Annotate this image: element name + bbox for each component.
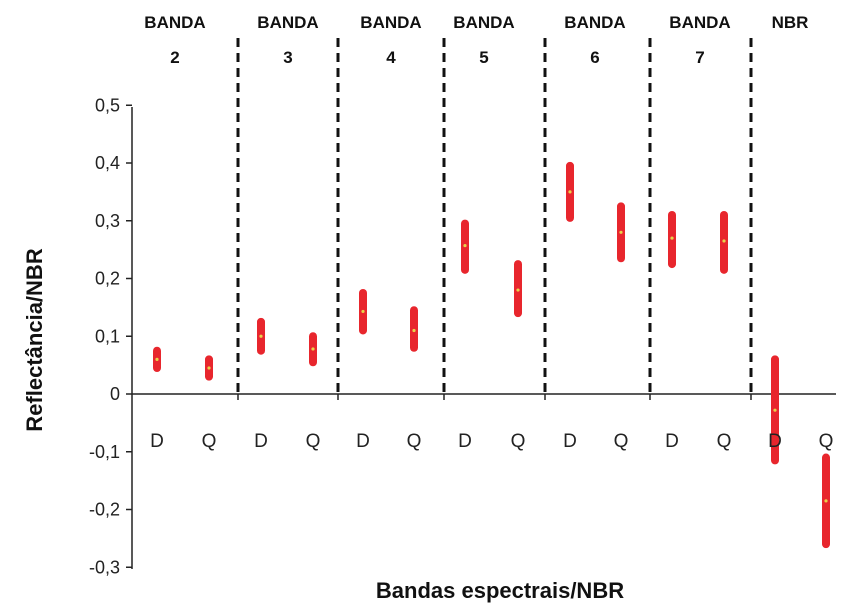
mean-marker	[412, 328, 416, 333]
group-label-title: NBR	[772, 13, 809, 32]
group-label-number: 4	[386, 48, 396, 67]
category-label: Q	[717, 431, 732, 452]
mean-marker	[361, 309, 365, 314]
mean-marker	[722, 239, 726, 243]
y-tick-label: -0,3	[89, 557, 120, 577]
mean-marker	[619, 230, 623, 234]
mean-marker	[259, 334, 263, 338]
y-tick-label: -0,1	[89, 442, 120, 462]
y-tick-label: 0,4	[95, 153, 120, 173]
category-label: Q	[511, 431, 526, 452]
group-label-number: 5	[479, 48, 488, 67]
group-label-title: BANDA	[453, 13, 514, 32]
range-bars	[153, 161, 830, 549]
category-label: Q	[202, 431, 217, 452]
y-tick-label: 0,1	[95, 326, 120, 346]
category-label: D	[150, 431, 164, 452]
category-label: D	[768, 431, 782, 452]
mean-marker	[824, 499, 828, 503]
y-axis: 0,5 0,4 0,3 0,2 0,1 0 -0,1 -0,2 -0,3	[89, 95, 836, 577]
group-label-title: BANDA	[360, 13, 421, 32]
y-axis-label: Reflectância/NBR	[22, 248, 47, 432]
group-label-title: BANDA	[564, 13, 625, 32]
group-label-title: BANDA	[669, 13, 730, 32]
category-label: D	[665, 431, 679, 452]
group-label-title: BANDA	[144, 13, 205, 32]
category-label: Q	[407, 431, 422, 452]
category-label: D	[458, 431, 472, 452]
group-labels: BANDA 2 BANDA 3 BANDA 4 BANDA 5 BANDA 6 BANDA 7 NBR	[144, 13, 808, 67]
category-label: D	[356, 431, 370, 452]
y-tick-label: 0,2	[95, 269, 120, 289]
mean-marker	[670, 236, 674, 240]
category-label: Q	[306, 431, 321, 452]
y-tick-label: 0	[110, 384, 120, 404]
x-axis-label: Bandas espectrais/NBR	[376, 578, 624, 603]
group-label-number: 6	[590, 48, 599, 67]
mean-marker	[311, 347, 315, 351]
mean-marker	[516, 288, 520, 292]
category-label: D	[563, 431, 577, 452]
mean-marker	[773, 408, 777, 412]
y-tick-label: -0,2	[89, 500, 120, 520]
mean-marker	[463, 243, 467, 248]
y-tick-label: 0,3	[95, 211, 120, 231]
group-label-number: 7	[695, 48, 704, 67]
category-label: Q	[614, 431, 629, 452]
category-label: D	[254, 431, 268, 452]
group-label-number: 3	[283, 48, 292, 67]
mean-marker	[568, 190, 572, 194]
group-label-number: 2	[170, 48, 179, 67]
group-label-title: BANDA	[257, 13, 318, 32]
category-label: Q	[819, 431, 834, 452]
mean-marker	[155, 357, 159, 361]
y-tick-label: 0,5	[95, 95, 120, 115]
mean-marker	[207, 366, 211, 370]
